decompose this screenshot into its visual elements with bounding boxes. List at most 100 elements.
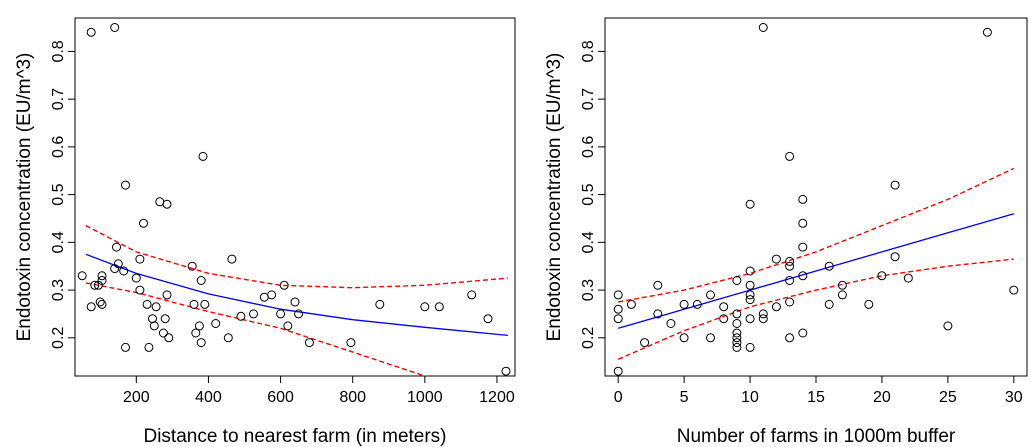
x-tick-label: 200 <box>123 389 150 406</box>
fit-line <box>618 213 1014 329</box>
data-point <box>798 242 808 252</box>
data-point <box>943 321 953 331</box>
data-point <box>227 254 237 264</box>
data-point <box>283 321 293 331</box>
ci-upper-line <box>618 167 1015 303</box>
y-tick-label: 0.4 <box>580 231 597 253</box>
y-tick-label: 0.6 <box>50 136 67 158</box>
data-point <box>95 297 105 307</box>
data-point <box>785 333 795 343</box>
data-point <box>259 292 269 302</box>
data-point <box>719 302 729 312</box>
x-tick-label: 400 <box>195 389 222 406</box>
data-point <box>785 297 795 307</box>
data-point <box>97 299 107 309</box>
data-point <box>164 333 174 343</box>
data-point <box>732 276 742 285</box>
data-point <box>196 276 206 285</box>
data-point <box>160 314 170 324</box>
data-point <box>191 328 201 338</box>
data-point <box>135 254 145 264</box>
data-point <box>158 328 168 338</box>
data-point <box>162 290 172 300</box>
data-point <box>139 218 148 228</box>
y-tick-label: 0.5 <box>50 183 67 205</box>
x-tick-label: 20 <box>873 389 891 406</box>
data-point <box>86 27 96 37</box>
data-point <box>135 285 145 295</box>
data-point <box>90 280 100 290</box>
data-point <box>1009 285 1019 295</box>
data-point <box>200 299 210 309</box>
data-point <box>666 319 676 328</box>
data-point <box>613 304 623 314</box>
data-point <box>304 338 314 348</box>
farm-count-scatter-panel: Number of farms in 1000m buffer Endotoxi… <box>544 17 1028 447</box>
x-tick-label: 5 <box>680 389 689 406</box>
data-point <box>745 314 755 324</box>
data-point <box>732 319 742 328</box>
data-point <box>236 311 246 321</box>
data-point <box>121 342 130 352</box>
plot-frame <box>74 17 516 377</box>
data-point <box>467 290 477 300</box>
data-point <box>890 252 900 262</box>
data-point <box>785 261 795 271</box>
data-point <box>294 309 304 319</box>
x-axis-label: Distance to nearest farm (in meters) <box>143 426 446 447</box>
data-point <box>151 302 161 312</box>
data-point <box>162 199 172 209</box>
data-point <box>148 314 157 324</box>
data-point <box>110 264 120 274</box>
data-point <box>189 299 199 309</box>
x-tick-label: 10 <box>741 389 759 406</box>
data-point <box>196 338 206 348</box>
y-tick-label: 0.4 <box>50 231 67 253</box>
data-point <box>824 299 834 309</box>
data-point <box>119 266 129 276</box>
data-point <box>679 299 689 309</box>
data-point <box>223 333 233 343</box>
data-point <box>785 256 795 266</box>
y-tick-label: 0.2 <box>580 327 597 349</box>
data-point <box>110 23 120 32</box>
data-point <box>890 180 900 190</box>
data-point <box>785 276 795 285</box>
fit-line <box>85 253 508 337</box>
data-point <box>290 297 300 307</box>
data-point <box>837 290 847 300</box>
data-point <box>732 333 742 343</box>
data-point <box>198 151 208 161</box>
x-axis-label: Number of farms in 1000m buffer <box>677 426 956 447</box>
data-point <box>653 280 663 290</box>
data-point <box>279 280 289 290</box>
data-point <box>771 254 781 264</box>
x-tick-label: 800 <box>339 389 366 406</box>
data-point <box>97 271 107 281</box>
data-point <box>86 302 96 312</box>
data-point <box>679 333 689 343</box>
data-point <box>187 261 197 271</box>
data-point <box>745 295 755 305</box>
data-point <box>877 271 887 281</box>
data-point <box>346 338 356 348</box>
data-point <box>758 23 768 32</box>
data-point <box>798 271 808 281</box>
x-tick-label: 25 <box>939 389 957 406</box>
data-point <box>903 273 913 283</box>
plot-area <box>77 23 511 376</box>
data-point <box>798 218 808 228</box>
data-point <box>653 309 663 319</box>
y-tick-label: 0.6 <box>580 136 597 158</box>
data-point <box>420 302 430 312</box>
data-point <box>758 314 768 324</box>
y-tick-label: 0.3 <box>50 279 67 301</box>
data-point <box>112 242 121 252</box>
data-point <box>798 328 808 338</box>
distance-scatter-panel: Distance to nearest farm (in meters) End… <box>14 17 516 447</box>
y-tick-label: 0.8 <box>580 40 597 62</box>
data-point <box>745 342 755 352</box>
data-point <box>434 302 444 312</box>
data-point <box>626 299 636 309</box>
